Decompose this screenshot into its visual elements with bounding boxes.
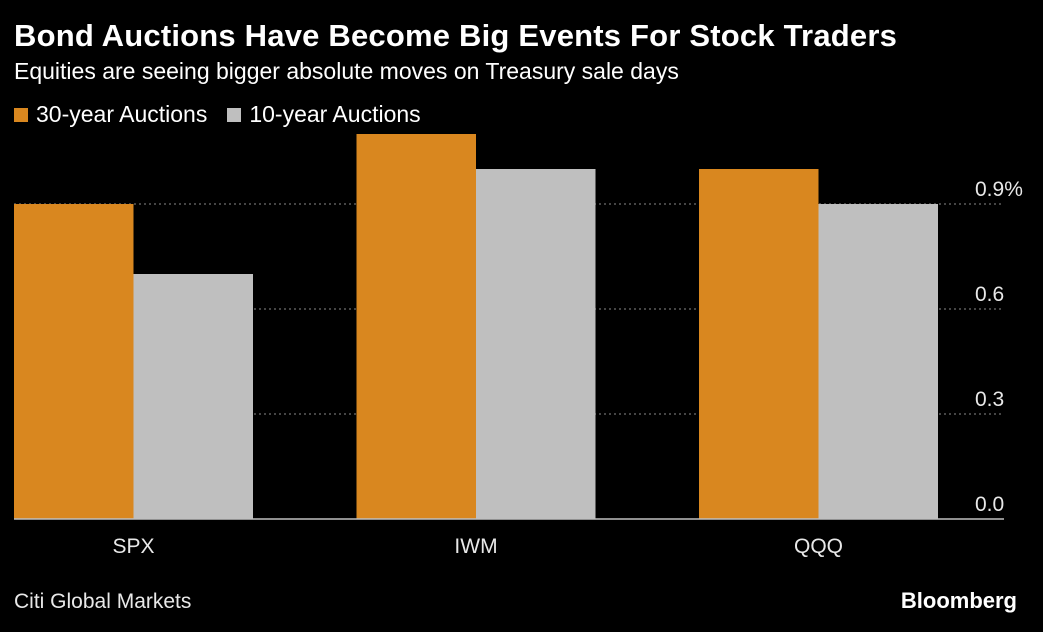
- bar-iwm-30yr: [356, 134, 476, 519]
- legend-swatch-10yr: [227, 107, 242, 122]
- bar-qqq-10yr: [818, 204, 938, 519]
- y-tick-label: 0.6: [975, 283, 1004, 306]
- legend-label-30yr: 30-year Auctions: [36, 101, 208, 127]
- bar-iwm-10yr: [476, 169, 596, 519]
- legend-label-10yr: 10-year Auctions: [249, 101, 421, 127]
- y-tick-label: 0.0: [975, 493, 1004, 516]
- bar-spx-10yr: [133, 274, 253, 519]
- legend-item-30yr: 30-year Auctions: [14, 101, 207, 128]
- category-label-spx: SPX: [112, 535, 154, 558]
- bloomberg-logo: Bloomberg: [900, 588, 1017, 613]
- legend: 30-year Auctions 10-year Auctions: [14, 101, 441, 128]
- y-tick-label: 0.3: [975, 388, 1004, 411]
- legend-swatch-30yr: [14, 107, 28, 122]
- chart-title: Bond Auctions Have Become Big Events For…: [14, 18, 898, 53]
- bar-qqq-30yr: [699, 169, 819, 519]
- bar-spx-30yr: [14, 204, 134, 519]
- legend-item-10yr: 10-year Auctions: [227, 101, 421, 128]
- source-note: Citi Global Markets: [14, 590, 192, 613]
- category-label-iwm: IWM: [454, 535, 497, 558]
- y-tick-label: 0.9%: [975, 178, 1023, 201]
- chart-subtitle: Equities are seeing bigger absolute move…: [14, 58, 679, 84]
- category-label-qqq: QQQ: [794, 535, 843, 558]
